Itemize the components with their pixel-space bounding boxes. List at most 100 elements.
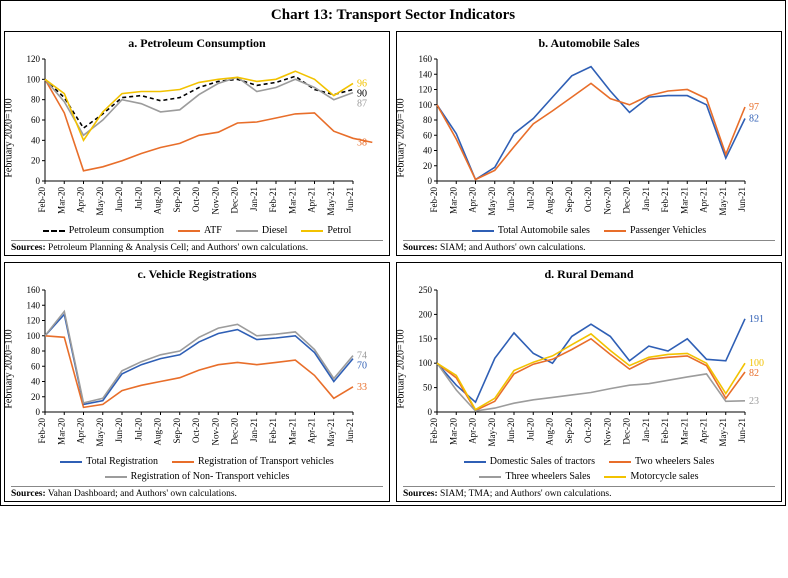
legend-swatch [236,230,258,232]
svg-text:80: 80 [423,115,433,125]
legend: Domestic Sales of tractors Two wheelers … [403,454,775,484]
legend-item: ATF [178,225,222,236]
svg-text:40: 40 [423,146,433,156]
svg-text:100: 100 [27,331,41,341]
chart-svg: 020406080100120140160Feb-20Mar-20Apr-20M… [403,53,773,223]
svg-text:38: 38 [357,137,367,148]
legend-label: Registration of Transport vehicles [198,456,334,467]
svg-text:Mar-21: Mar-21 [287,418,297,445]
svg-text:20: 20 [31,156,41,166]
svg-text:Jun-21: Jun-21 [737,187,747,212]
panel-grid: a. Petroleum Consumption February 2020=1… [1,28,785,505]
legend-swatch [43,230,65,232]
svg-text:140: 140 [27,300,41,310]
svg-text:33: 33 [357,382,367,393]
legend-swatch [604,230,626,232]
svg-text:May-20: May-20 [95,418,105,447]
legend-item: Petrol [301,225,351,236]
svg-text:May-20: May-20 [95,187,105,216]
legend-label: Diesel [262,225,288,236]
legend-item: Registration of Transport vehicles [172,456,334,467]
legend-label: Domestic Sales of tractors [490,456,595,467]
legend-swatch [464,461,486,463]
svg-text:120: 120 [419,85,433,95]
svg-text:Mar-20: Mar-20 [448,418,458,445]
svg-text:Apr-21: Apr-21 [699,187,709,213]
legend-swatch [178,230,200,232]
svg-text:Jun-21: Jun-21 [345,187,355,212]
svg-text:May-21: May-21 [326,418,336,447]
svg-text:Sep-20: Sep-20 [172,187,182,213]
svg-text:0: 0 [428,407,433,417]
sources: Sources: Petroleum Planning & Analysis C… [11,240,383,253]
chart-svg: 020406080100120140160Feb-20Mar-20Apr-20M… [11,284,381,454]
svg-text:Jul-20: Jul-20 [133,187,143,210]
legend-label: Two wheelers Sales [635,456,714,467]
svg-text:Oct-20: Oct-20 [583,418,593,443]
legend-swatch [301,230,323,232]
svg-text:Aug-20: Aug-20 [545,418,555,446]
panel-b: b. Automobile Sales February 2020=100 02… [396,31,782,256]
legend-swatch [479,476,501,478]
svg-text:Oct-20: Oct-20 [191,418,201,443]
panel-title: a. Petroleum Consumption [11,36,383,51]
svg-text:40: 40 [31,135,41,145]
svg-text:40: 40 [31,377,41,387]
svg-text:Jul-20: Jul-20 [525,187,535,210]
chart-wrap: February 2020=100 050100150200250Feb-20M… [403,284,775,454]
legend-swatch [604,476,626,478]
svg-text:Jan-21: Jan-21 [641,418,651,442]
legend-swatch [60,461,82,463]
legend-item: Two wheelers Sales [609,456,714,467]
panel-title: c. Vehicle Registrations [11,267,383,282]
svg-text:0: 0 [428,176,433,186]
svg-text:Apr-20: Apr-20 [76,187,86,213]
svg-text:50: 50 [423,383,433,393]
svg-text:Jun-20: Jun-20 [114,187,124,212]
svg-text:160: 160 [419,54,433,64]
legend: Petroleum consumption ATF Diesel Petrol [11,223,383,238]
legend-swatch [609,461,631,463]
svg-text:Nov-20: Nov-20 [210,418,220,446]
legend-item: Petroleum consumption [43,225,164,236]
legend-swatch [172,461,194,463]
chart-wrap: February 2020=100 020406080100120Feb-20M… [11,53,383,223]
svg-text:120: 120 [27,54,41,64]
svg-text:20: 20 [31,392,41,402]
svg-text:Mar-20: Mar-20 [56,418,66,445]
svg-text:Apr-20: Apr-20 [468,418,478,444]
svg-text:Feb-21: Feb-21 [660,418,670,444]
svg-text:100: 100 [419,358,433,368]
chart-svg: 050100150200250Feb-20Mar-20Apr-20May-20J… [403,284,773,454]
y-axis-label: February 2020=100 [4,98,15,177]
legend: Total Registration Registration of Trans… [11,454,383,484]
svg-text:200: 200 [419,309,433,319]
svg-text:Feb-20: Feb-20 [429,187,439,213]
y-axis-label: February 2020=100 [396,98,407,177]
svg-text:Apr-21: Apr-21 [307,187,317,213]
svg-text:Nov-20: Nov-20 [602,418,612,446]
legend-item: Motorcycle sales [604,471,698,482]
legend-label: Passenger Vehicles [630,225,706,236]
svg-text:60: 60 [423,130,433,140]
legend-label: Petrol [327,225,351,236]
legend-label: Three wheelers Sales [505,471,590,482]
main-title: Chart 13: Transport Sector Indicators [1,1,785,28]
svg-text:Aug-20: Aug-20 [153,187,163,215]
svg-text:140: 140 [419,69,433,79]
svg-text:Apr-21: Apr-21 [699,418,709,444]
svg-text:Sep-20: Sep-20 [564,187,574,213]
svg-text:80: 80 [31,346,41,356]
svg-text:Jan-21: Jan-21 [249,418,259,442]
svg-text:Apr-20: Apr-20 [468,187,478,213]
svg-text:Feb-20: Feb-20 [37,187,47,213]
svg-text:May-20: May-20 [487,187,497,216]
svg-text:Feb-20: Feb-20 [37,418,47,444]
svg-text:0: 0 [36,407,41,417]
legend-label: Registration of Non- Transport vehicles [131,471,290,482]
svg-text:Oct-20: Oct-20 [191,187,201,212]
svg-text:Mar-21: Mar-21 [287,187,297,214]
panel-d: d. Rural Demand February 2020=100 050100… [396,262,782,502]
legend-item: Registration of Non- Transport vehicles [105,471,290,482]
svg-text:Nov-20: Nov-20 [210,187,220,215]
